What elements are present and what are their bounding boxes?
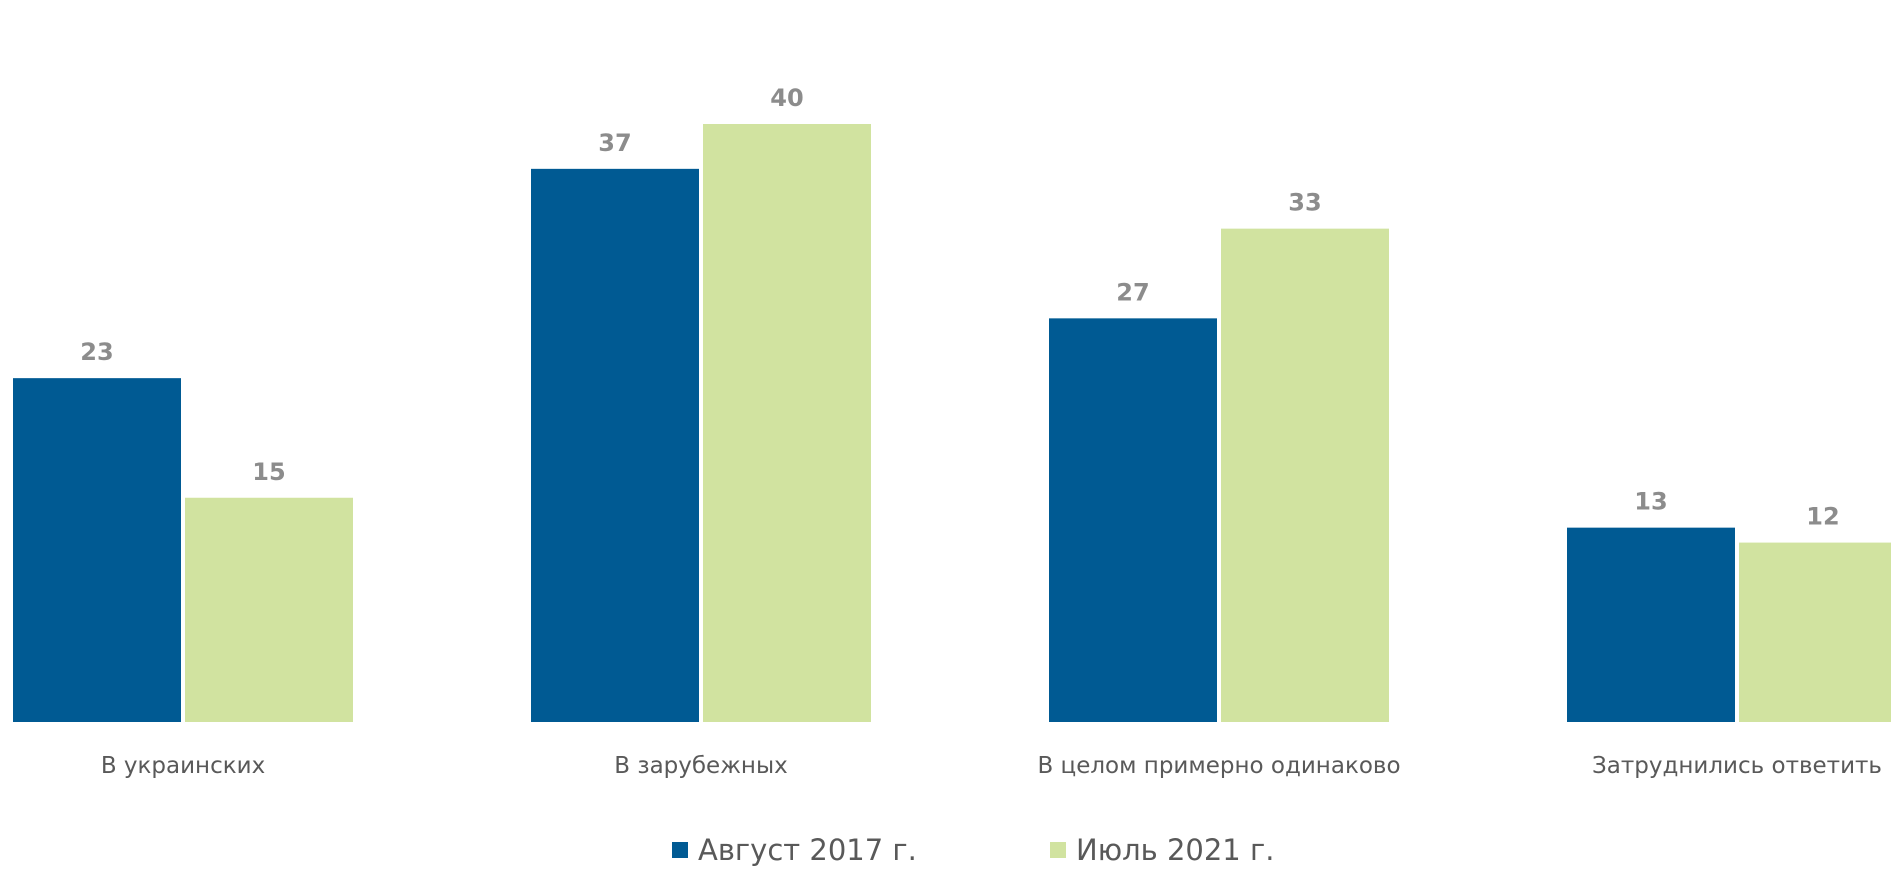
bar-value-label-series-1-category-1: 23 — [80, 338, 113, 366]
bar-value-label-series-2-category-3: 33 — [1288, 189, 1321, 217]
bar-value-label-series-2-category-1: 15 — [252, 458, 285, 486]
bar-value-label-series-2-category-2: 40 — [770, 84, 803, 112]
bar-series-1-category-1 — [13, 378, 181, 722]
bar-series-1-category-3 — [1049, 318, 1217, 722]
bar-value-label-series-1-category-4: 13 — [1634, 488, 1667, 516]
bar-series-2-category-3 — [1221, 228, 1389, 722]
legend-label-1: Август 2017 г. — [698, 833, 917, 867]
legend: Август 2017 г. Июль 2021 г. — [672, 833, 1274, 867]
bar-value-label-series-1-category-3: 27 — [1116, 278, 1149, 306]
bar-series-2-category-2 — [703, 124, 871, 722]
bar-value-label-series-1-category-2: 37 — [598, 129, 631, 157]
legend-label-2: Июль 2021 г. — [1076, 833, 1274, 867]
legend-swatch-2 — [1050, 842, 1066, 858]
category-label-2: В зарубежных — [614, 753, 788, 779]
bar-series-2-category-4 — [1739, 542, 1891, 722]
legend-swatch-1 — [672, 842, 688, 858]
value-labels-layer: 23 15 37 40 27 33 13 12 — [80, 84, 1839, 531]
category-label-4: Затруднились ответить — [1592, 753, 1882, 779]
category-label-3: В целом примерно одинаково — [1037, 753, 1400, 779]
category-label-1: В украинских — [101, 753, 265, 779]
category-labels-layer: В украинских В зарубежных В целом примерно… — [101, 753, 1882, 779]
bar-series-1-category-2 — [531, 168, 699, 723]
bars-layer — [13, 124, 1891, 723]
bar-series-1-category-4 — [1567, 527, 1735, 722]
bar-series-2-category-1 — [185, 497, 353, 722]
bar-value-label-series-2-category-4: 12 — [1806, 503, 1839, 531]
